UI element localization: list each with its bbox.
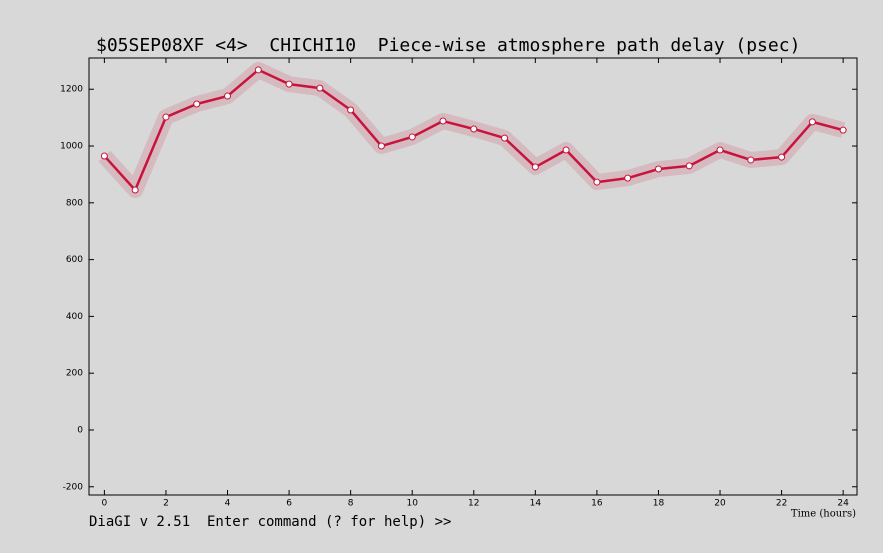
- x-tick-label: 8: [348, 499, 354, 509]
- point: [193, 100, 201, 108]
- x-tick-label: 12: [468, 499, 479, 509]
- point: [654, 165, 662, 173]
- y-tick-label: 1000: [60, 142, 83, 152]
- point: [839, 126, 847, 134]
- x-tick-label: 18: [653, 499, 665, 509]
- point: [254, 66, 262, 74]
- x-tick-label: 2: [163, 499, 169, 509]
- x-tick-label: 24: [837, 499, 849, 509]
- x-tick-label: 0: [102, 499, 108, 509]
- point: [100, 152, 108, 160]
- point: [685, 162, 693, 170]
- y-tick-label: 800: [66, 198, 83, 208]
- point: [470, 125, 478, 133]
- point: [347, 106, 355, 114]
- x-tick-label: 4: [225, 499, 231, 509]
- point: [808, 118, 816, 126]
- command-prompt[interactable]: DiaGI v 2.51 Enter command (? for help) …: [89, 514, 451, 530]
- x-tick-label: 14: [530, 499, 542, 509]
- y-tick-label: -200: [63, 482, 84, 492]
- point: [531, 163, 539, 171]
- point: [285, 80, 293, 88]
- point: [501, 134, 509, 142]
- point: [593, 178, 601, 186]
- point: [224, 92, 232, 100]
- x-tick-label: 16: [591, 499, 603, 509]
- x-tick-label: 20: [714, 499, 726, 509]
- y-tick-label: 1200: [60, 85, 83, 95]
- y-tick-label: 600: [66, 255, 83, 265]
- point: [624, 174, 632, 182]
- point: [778, 153, 786, 161]
- plot-frame: [88, 57, 858, 496]
- x-axis-label: Time (hours): [791, 509, 856, 520]
- point: [716, 146, 724, 154]
- chart-title: $05SEP08XF <4> CHICHI10 Piece-wise atmos…: [96, 35, 800, 56]
- y-tick-label: 0: [77, 425, 83, 435]
- point: [562, 146, 570, 154]
- y-tick-label: 200: [66, 369, 83, 379]
- point: [316, 84, 324, 92]
- y-tick-label: 400: [66, 312, 83, 322]
- point: [747, 156, 755, 164]
- point: [131, 186, 139, 194]
- x-tick-label: 6: [286, 499, 292, 509]
- point: [377, 142, 385, 150]
- x-tick-label: 22: [776, 499, 787, 509]
- point: [162, 113, 170, 121]
- point: [408, 133, 416, 141]
- point: [439, 117, 447, 125]
- x-tick-label: 10: [406, 499, 418, 509]
